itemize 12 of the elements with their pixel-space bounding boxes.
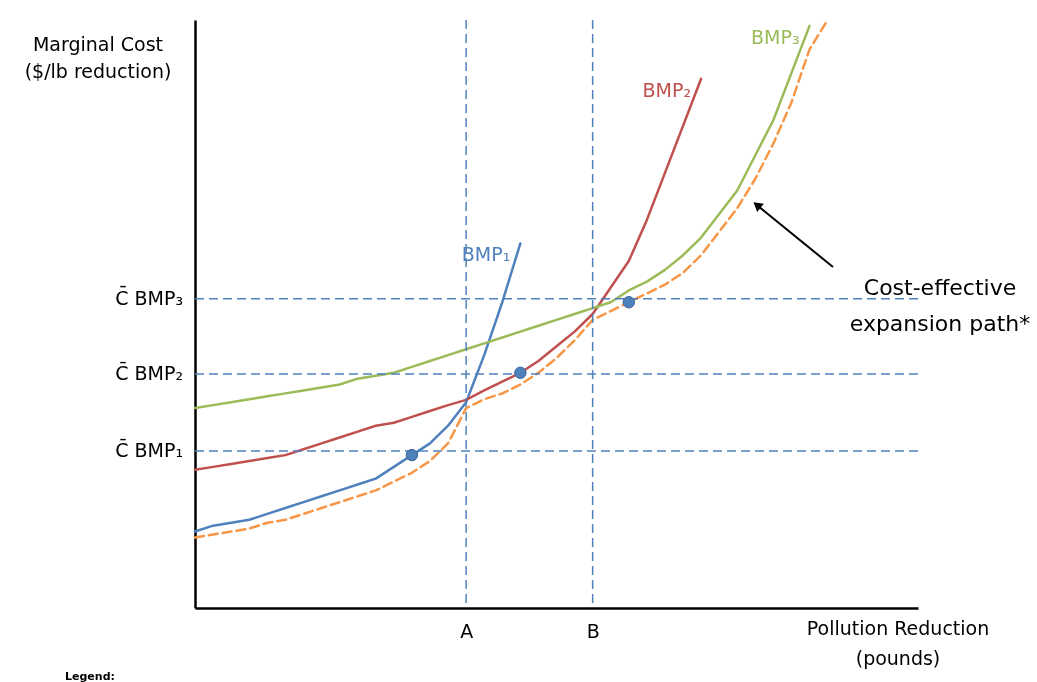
x-tick-label: B — [586, 619, 600, 642]
annotation: Cost-effective expansion path* — [849, 275, 1031, 336]
series-label: BMP₂ — [642, 78, 692, 101]
text: Legend: — [65, 670, 115, 682]
ref-line-label: C̄ BMP₁ — [115, 437, 183, 461]
x-tick-label: A — [460, 619, 474, 642]
series-label: BMP₁ — [461, 243, 511, 266]
y-axis-title: Marginal Cost ($/lb reduction) — [24, 33, 172, 82]
x-axis-title: Pollution Reduction (pounds) — [806, 617, 990, 669]
series-label: BMP₃ — [751, 25, 800, 48]
ref-line-label: C̄ BMP₃ — [115, 285, 183, 309]
ref-line-label: C̄ BMP₂ — [115, 360, 183, 384]
